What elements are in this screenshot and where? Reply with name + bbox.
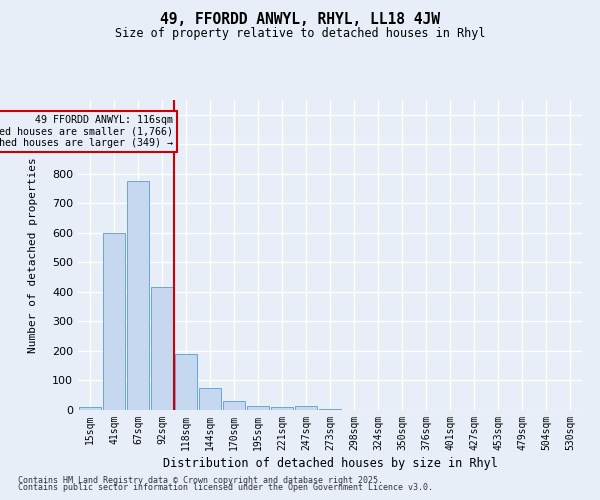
- X-axis label: Distribution of detached houses by size in Rhyl: Distribution of detached houses by size …: [163, 457, 497, 470]
- Text: 49, FFORDD ANWYL, RHYL, LL18 4JW: 49, FFORDD ANWYL, RHYL, LL18 4JW: [160, 12, 440, 28]
- Bar: [199, 388, 221, 410]
- Text: Size of property relative to detached houses in Rhyl: Size of property relative to detached ho…: [115, 28, 485, 40]
- Bar: [127, 181, 149, 410]
- Bar: [319, 408, 341, 410]
- Text: Contains HM Land Registry data © Crown copyright and database right 2025.: Contains HM Land Registry data © Crown c…: [18, 476, 383, 485]
- Bar: [271, 407, 293, 410]
- Bar: [103, 233, 125, 410]
- Bar: [151, 288, 173, 410]
- Bar: [223, 401, 245, 410]
- Bar: [175, 354, 197, 410]
- Y-axis label: Number of detached properties: Number of detached properties: [28, 157, 38, 353]
- Bar: [295, 406, 317, 410]
- Bar: [247, 406, 269, 410]
- Text: Contains public sector information licensed under the Open Government Licence v3: Contains public sector information licen…: [18, 484, 433, 492]
- Text: 49 FFORDD ANWYL: 116sqm
← 83% of detached houses are smaller (1,766)
16% of semi: 49 FFORDD ANWYL: 116sqm ← 83% of detache…: [0, 115, 173, 148]
- Bar: [79, 407, 101, 410]
